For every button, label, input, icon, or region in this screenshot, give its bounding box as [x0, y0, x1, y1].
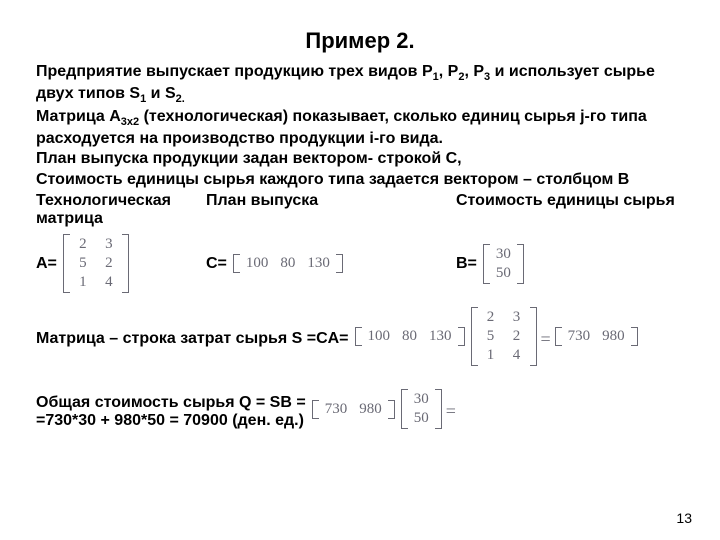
- label-A: A=: [36, 255, 57, 273]
- page-number: 13: [676, 510, 692, 526]
- matrix-B: 3050: [483, 244, 524, 284]
- matrix-C: 10080130: [233, 254, 343, 273]
- page-title: Пример 2.: [36, 28, 684, 54]
- s-label: Матрица – строка затрат сырья S =CA=: [36, 330, 349, 348]
- problem-paragraph: Предприятие выпускает продукцию трех вид…: [36, 62, 684, 190]
- equals-icon: =: [442, 401, 460, 422]
- matrices-row: A= 235214 C= 10080130 B= 3050: [36, 234, 684, 293]
- matrix-S-C: 10080130: [355, 327, 465, 351]
- matrix-S-result: 730980: [555, 327, 638, 351]
- matrix-S-A: 235214: [471, 307, 537, 371]
- header-cost: Стоимость единицы сырья: [456, 192, 684, 228]
- matrix-Q-S: 730980: [312, 400, 395, 424]
- q-equation: Общая стоимость сырья Q = SB = =730*30 +…: [36, 389, 684, 434]
- equals-icon: =: [537, 329, 555, 350]
- header-plan: План выпуска: [206, 192, 456, 228]
- matrix-Q-B: 3050: [401, 389, 442, 434]
- header-tech: Технологическая матрица: [36, 192, 206, 228]
- q-line2: =730*30 + 980*50 = 70900 (ден. ед.): [36, 412, 306, 430]
- column-headers: Технологическая матрица План выпуска Сто…: [36, 192, 684, 228]
- label-B: B=: [456, 255, 477, 273]
- s-equation: Матрица – строка затрат сырья S =CA= 100…: [36, 307, 684, 371]
- q-line1: Общая стоимость сырья Q = SB =: [36, 394, 306, 412]
- matrix-A: 235214: [63, 234, 129, 293]
- label-C: C=: [206, 255, 227, 273]
